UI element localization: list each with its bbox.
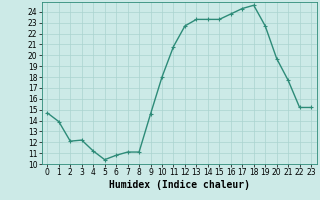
- X-axis label: Humidex (Indice chaleur): Humidex (Indice chaleur): [109, 180, 250, 190]
